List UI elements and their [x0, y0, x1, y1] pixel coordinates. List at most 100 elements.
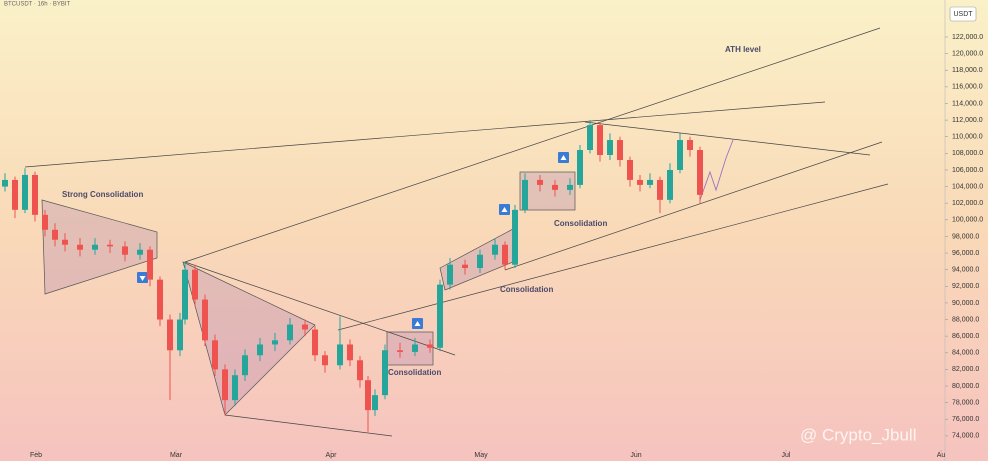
- candle-body: [637, 179, 643, 185]
- currency-label: USDT: [953, 11, 973, 18]
- candle-body: [222, 369, 228, 401]
- candle-body: [22, 174, 28, 210]
- x-tick-label: Mar: [170, 452, 183, 459]
- candle-body: [77, 244, 83, 250]
- candle-body: [667, 169, 673, 200]
- y-tick-label: 116,000.0: [952, 84, 983, 91]
- candle-body: [522, 179, 528, 210]
- candle-body: [287, 324, 293, 341]
- candle-body: [502, 244, 508, 265]
- candle-body: [192, 269, 198, 300]
- annotation: ATH level: [725, 45, 761, 54]
- y-tick-label: 78,000.0: [952, 399, 979, 406]
- candle-body: [272, 340, 278, 345]
- x-tick-label: May: [474, 452, 488, 459]
- candle-body: [137, 249, 143, 255]
- y-tick-label: 74,000.0: [952, 433, 979, 440]
- candle-body: [157, 279, 163, 320]
- candle-body: [447, 264, 453, 285]
- candle-body: [512, 209, 518, 265]
- candle-body: [647, 179, 653, 185]
- y-tick-label: 96,000.0: [952, 250, 979, 257]
- candle-body: [107, 244, 113, 247]
- candle-body: [372, 395, 378, 411]
- y-tick-label: 120,000.0: [952, 50, 983, 57]
- candle-body: [32, 174, 38, 215]
- candle-body: [322, 355, 328, 366]
- candle-body: [167, 319, 173, 351]
- candle-body: [397, 350, 403, 352]
- candle-body: [212, 340, 218, 370]
- candle-body: [687, 140, 693, 151]
- candle-body: [52, 229, 58, 240]
- y-tick-label: 98,000.0: [952, 233, 979, 240]
- y-tick-label: 110,000.0: [952, 134, 983, 141]
- candle-body: [607, 140, 613, 155]
- candle-body: [232, 375, 238, 401]
- candle-body: [677, 140, 683, 170]
- annotation: Consolidation: [388, 368, 441, 377]
- candle-body: [537, 179, 543, 185]
- annotation: Consolidation: [554, 219, 607, 228]
- y-tick-label: 108,000.0: [952, 150, 983, 157]
- annotation: Consolidation: [500, 285, 553, 294]
- y-tick-label: 104,000.0: [952, 183, 983, 190]
- candle-body: [42, 214, 48, 230]
- x-tick-label: Au: [937, 452, 946, 459]
- candle-body: [492, 244, 498, 255]
- y-tick-label: 100,000.0: [952, 217, 983, 224]
- candle-body: [242, 355, 248, 376]
- y-tick-label: 90,000.0: [952, 300, 979, 307]
- y-tick-label: 86,000.0: [952, 333, 979, 340]
- candle-body: [382, 350, 388, 396]
- y-tick-label: 92,000.0: [952, 283, 979, 290]
- watermark: @ Crypto_Jbull: [800, 425, 916, 444]
- y-tick-label: 84,000.0: [952, 350, 979, 357]
- y-tick-label: 118,000.0: [952, 67, 983, 74]
- y-tick-label: 88,000.0: [952, 316, 979, 323]
- y-tick-label: 102,000.0: [952, 200, 983, 207]
- candle-body: [62, 239, 68, 245]
- y-tick-label: 82,000.0: [952, 366, 979, 373]
- candle-body: [477, 254, 483, 269]
- candle-body: [552, 184, 558, 190]
- y-tick-label: 80,000.0: [952, 383, 979, 390]
- candle-body: [177, 319, 183, 351]
- candle-body: [657, 179, 663, 200]
- x-tick-label: Jun: [630, 452, 641, 459]
- candle-body: [697, 150, 703, 195]
- candle-body: [462, 264, 468, 269]
- candle-body: [365, 380, 371, 411]
- candle-body: [567, 184, 573, 190]
- candle-body: [257, 344, 263, 356]
- candle-body: [92, 244, 98, 250]
- chart-title: BTCUSDT · 16h · BYBIT: [4, 2, 71, 8]
- candle-body: [577, 150, 583, 185]
- candle-body: [627, 159, 633, 180]
- candle-body: [347, 344, 353, 361]
- x-tick-label: Jul: [782, 452, 791, 459]
- currency-box: [949, 6, 977, 22]
- candle-body: [202, 299, 208, 341]
- candle-body: [437, 284, 443, 348]
- candle-body: [12, 179, 18, 210]
- y-tick-label: 94,000.0: [952, 267, 979, 274]
- candle-body: [2, 179, 8, 187]
- candle-body: [182, 269, 188, 320]
- y-tick-label: 122,000.0: [952, 34, 983, 41]
- candle-body: [427, 344, 433, 348]
- candle-body: [122, 246, 128, 255]
- candle-body: [597, 125, 603, 155]
- candle-body: [337, 344, 343, 366]
- candle-body: [587, 125, 593, 151]
- candle-body: [312, 329, 318, 356]
- y-tick-label: 76,000.0: [952, 416, 979, 423]
- candle-body: [617, 140, 623, 160]
- candle-body: [412, 344, 418, 352]
- y-tick-label: 114,000.0: [952, 100, 983, 107]
- candle-body: [302, 324, 308, 330]
- candle-body: [357, 360, 363, 381]
